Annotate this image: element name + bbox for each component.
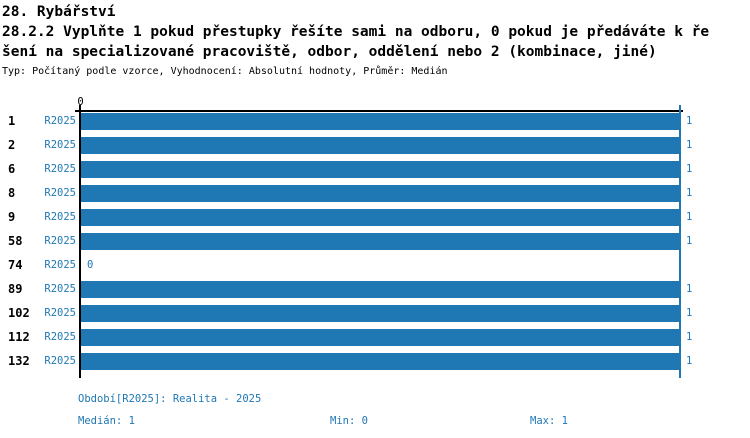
chart-row: 9 R2025 1 <box>0 209 750 233</box>
bar-value-label: 1 <box>686 283 693 295</box>
bar-value-label: 1 <box>686 307 693 319</box>
row-series-label: R2025 <box>44 259 76 271</box>
chart-row: 112 R2025 1 <box>0 329 750 353</box>
row-series-label: R2025 <box>44 355 76 367</box>
question-title-line2: šení na specializované pracoviště, odbor… <box>2 44 657 60</box>
x-axis-tick-max <box>679 105 681 110</box>
bar <box>81 233 680 250</box>
chart-row: 58 R2025 1 <box>0 233 750 257</box>
row-category-label: 58 <box>8 234 23 248</box>
bar-value-label: 1 <box>686 211 693 223</box>
row-series-label: R2025 <box>44 139 76 151</box>
row-category-label: 74 <box>8 258 23 272</box>
row-series-label: R2025 <box>44 163 76 175</box>
bar <box>81 353 680 370</box>
bar-value-label: 1 <box>686 355 693 367</box>
bar <box>81 281 680 298</box>
row-series-label: R2025 <box>44 283 76 295</box>
bar-value-label: 1 <box>686 187 693 199</box>
bar-value-label: 0 <box>87 259 94 271</box>
x-axis-tick-label-zero: 0 <box>77 96 84 108</box>
y-axis-line <box>79 110 81 378</box>
row-series-label: R2025 <box>44 187 76 199</box>
chart-row: 74 R2025 0 <box>0 257 750 281</box>
row-series-label: R2025 <box>44 235 76 247</box>
chart-row: 8 R2025 1 <box>0 185 750 209</box>
bar <box>81 137 680 154</box>
x-axis-line <box>75 110 683 112</box>
bar <box>81 113 680 130</box>
chart-row: 102 R2025 1 <box>0 305 750 329</box>
question-title-line1: 28.2.2 Vyplňte 1 pokud přestupky řešíte … <box>2 24 710 40</box>
row-category-label: 89 <box>8 282 23 296</box>
bar-value-label: 1 <box>686 163 693 175</box>
chart-row: 6 R2025 1 <box>0 161 750 185</box>
max-label: Max: 1 <box>530 415 568 427</box>
report-title: 28. Rybářství <box>2 4 116 20</box>
row-series-label: R2025 <box>44 211 76 223</box>
bar-value-label: 1 <box>686 235 693 247</box>
bar <box>81 329 680 346</box>
chart-row: 1 R2025 1 <box>0 113 750 137</box>
row-category-label: 1 <box>8 114 16 128</box>
row-series-label: R2025 <box>44 307 76 319</box>
bar <box>81 305 680 322</box>
bar-value-label: 1 <box>686 115 693 127</box>
chart-row: 132 R2025 1 <box>0 353 750 377</box>
period-label: Období[R2025]: Realita - 2025 <box>78 393 262 405</box>
row-category-label: 8 <box>8 186 16 200</box>
row-series-label: R2025 <box>44 331 76 343</box>
bar <box>81 161 680 178</box>
row-category-label: 102 <box>8 306 30 320</box>
min-label: Min: 0 <box>330 415 368 427</box>
chart-row: 89 R2025 1 <box>0 281 750 305</box>
median-label: Medián: 1 <box>78 415 135 427</box>
row-category-label: 2 <box>8 138 16 152</box>
chart-row: 2 R2025 1 <box>0 137 750 161</box>
row-category-label: 132 <box>8 354 30 368</box>
row-series-label: R2025 <box>44 115 76 127</box>
bar <box>81 185 680 202</box>
x-axis-tick-zero <box>79 105 81 110</box>
bar-value-label: 1 <box>686 139 693 151</box>
row-category-label: 112 <box>8 330 30 344</box>
bar-value-label: 1 <box>686 331 693 343</box>
question-meta: Typ: Počítaný podle vzorce, Vyhodnocení:… <box>2 66 448 77</box>
bar <box>81 209 680 226</box>
max-value-line <box>679 110 681 378</box>
row-category-label: 9 <box>8 210 16 224</box>
row-category-label: 6 <box>8 162 16 176</box>
